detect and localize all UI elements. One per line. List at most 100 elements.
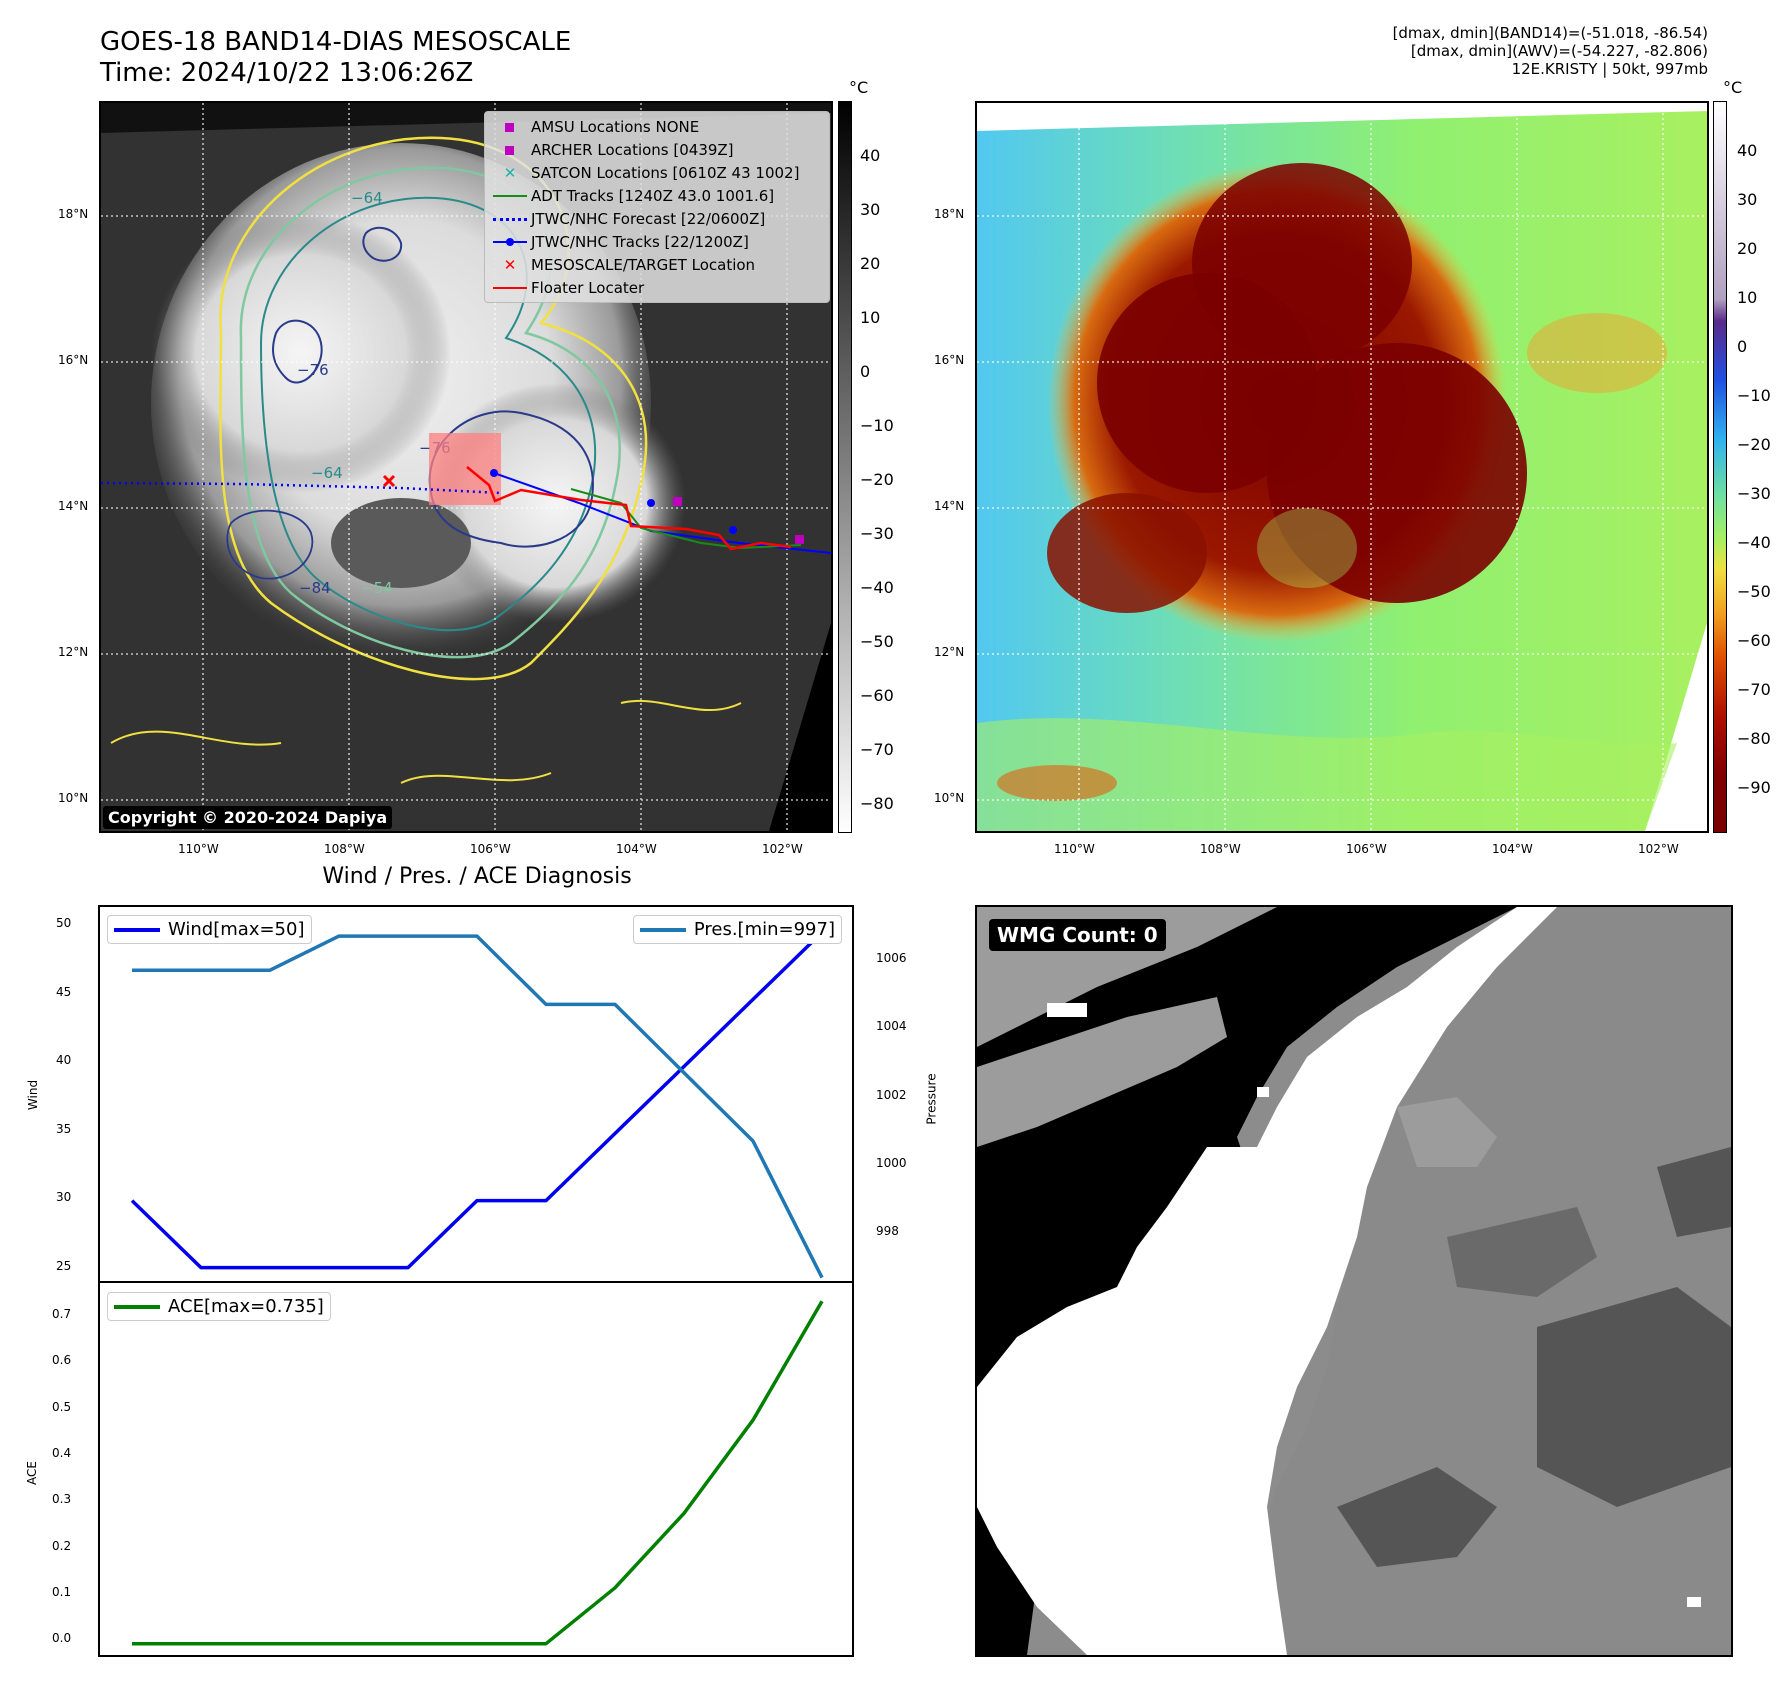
lat-label: 18°N <box>58 207 89 221</box>
awv-cb-tick: 30 <box>1737 190 1758 209</box>
ir-cb-tick: −50 <box>860 632 894 651</box>
ir-cb-tick: −30 <box>860 524 894 543</box>
lon-label: 102°W <box>762 842 803 856</box>
legend-pressure: Pres.[min=997] <box>632 915 842 944</box>
x-marker-icon: ✕ <box>503 163 517 182</box>
meta-storm: 12E.KRISTY | 50kt, 997mb <box>1511 60 1708 78</box>
lat-label: 14°N <box>58 499 89 513</box>
awv-cb-tick: −40 <box>1737 533 1771 552</box>
contour-navy-core <box>428 410 594 548</box>
awv-colorbar <box>1713 101 1727 833</box>
lon-label: 110°W <box>178 842 219 856</box>
awv-cb-tick: 20 <box>1737 239 1758 258</box>
lat-label: 16°N <box>58 353 89 367</box>
ir-cb-tick: 40 <box>860 146 881 165</box>
mesoscale-target-box <box>429 433 501 505</box>
legend-item-floater: Floater Locater <box>489 276 825 299</box>
wind-tick: 40 <box>56 1053 72 1067</box>
ace-tick: 0.1 <box>52 1585 72 1599</box>
ace-tick: 0.5 <box>52 1400 72 1414</box>
ir-cb-tick: −60 <box>860 686 894 705</box>
ace-axis-label: ACE <box>24 1461 39 1485</box>
wind-tick: 50 <box>56 916 72 930</box>
figure-title: GOES-18 BAND14-DIAS MESOSCALE <box>100 27 572 57</box>
wind-tick: 25 <box>56 1259 72 1273</box>
wind-tick: 30 <box>56 1190 72 1204</box>
ace-tick: 0.7 <box>52 1307 72 1321</box>
lat-label: 12°N <box>934 645 965 659</box>
archer-markers <box>673 497 804 544</box>
awv-cb-tick: −10 <box>1737 386 1771 405</box>
diag-series-group <box>130 931 824 1646</box>
ir-cb-tick: 10 <box>860 308 881 327</box>
dotted-line-icon <box>489 209 531 229</box>
wmg-graphic <box>977 907 1731 1655</box>
awv-cb-tick: −60 <box>1737 631 1771 650</box>
line-marker-icon <box>489 278 531 298</box>
x-marker-icon: ✕ <box>503 255 517 274</box>
lon-label: 106°W <box>1346 842 1387 856</box>
ir-cb-tick: −10 <box>860 416 894 435</box>
ir-map-panel: −76 −64 −76 −64 −84 −54 <box>99 101 833 833</box>
ace-tick: 0.0 <box>52 1631 72 1645</box>
awv-cb-tick: −30 <box>1737 484 1771 503</box>
meta-awv: [dmax, dmin](AWV)=(-54.227, -82.806) <box>1410 42 1708 60</box>
ir-cb-tick: −40 <box>860 578 894 597</box>
ir-colorbar <box>838 101 852 833</box>
line-marker-icon <box>489 186 531 206</box>
awv-cb-tick: 40 <box>1737 141 1758 160</box>
figure-time: Time: 2024/10/22 13:06:26Z <box>100 58 474 88</box>
lon-label: 108°W <box>324 842 365 856</box>
lon-label: 106°W <box>470 842 511 856</box>
wind-series-line <box>130 931 824 1270</box>
awv-cb-tick: 0 <box>1737 337 1748 356</box>
ir-cb-tick: −70 <box>860 740 894 759</box>
lat-label: 12°N <box>58 645 89 659</box>
line-dot-icon <box>489 232 531 252</box>
legend-line-icon <box>114 927 160 932</box>
awv-map-panel <box>975 101 1709 833</box>
ir-cb-tick: 20 <box>860 254 881 273</box>
adt-track-line <box>570 488 802 550</box>
awv-cb-tick: −90 <box>1737 778 1771 797</box>
pressure-axis-label: Pressure <box>924 1073 939 1125</box>
legend-item-adt: ADT Tracks [1240Z 43.0 1001.6] <box>489 184 825 207</box>
legend-item-archer: ARCHER Locations [0439Z] <box>489 138 825 161</box>
legend-item-amsu: AMSU Locations NONE <box>489 115 825 138</box>
lon-label: 104°W <box>1492 842 1533 856</box>
ir-cb-tick: 0 <box>860 362 871 381</box>
awv-gridlines <box>977 103 1707 831</box>
legend-item-satcon: ✕ SATCON Locations [0610Z 43 1002] <box>489 161 825 184</box>
legend-line-icon <box>114 1304 160 1309</box>
wind-tick: 45 <box>56 985 72 999</box>
jtwc-track-points <box>490 469 737 534</box>
contour-yellow <box>219 136 648 681</box>
copyright-label: Copyright © 2020-2024 Dapiya <box>103 806 393 829</box>
awv-colorbar-unit: °C <box>1723 78 1743 97</box>
lat-label: 10°N <box>934 791 965 805</box>
lat-label: 14°N <box>934 499 965 513</box>
meta-band14: [dmax, dmin](BAND14)=(-51.018, -86.54) <box>1392 24 1708 42</box>
contour-label-4: −64 <box>311 464 343 482</box>
meta-block: [dmax, dmin](BAND14)=(-51.018, -86.54) [… <box>1393 24 1708 78</box>
contour-label-2: −64 <box>351 189 383 207</box>
mesoscale-target-marker <box>382 474 396 488</box>
legend-wind: Wind[max=50] <box>107 915 312 944</box>
awv-cb-tick: 10 <box>1737 288 1758 307</box>
cloud-gap <box>331 498 471 588</box>
legend-ace: ACE[max=0.735] <box>107 1292 331 1321</box>
ir-colorbar-unit: °C <box>849 78 869 97</box>
lon-label: 104°W <box>616 842 657 856</box>
ir-cb-tick: 30 <box>860 200 881 219</box>
ace-series-line <box>132 1300 824 1646</box>
contour-label-5: −84 <box>299 579 331 597</box>
lat-label: 18°N <box>934 207 965 221</box>
wind-axis-label: Wind <box>26 1079 41 1111</box>
lon-label: 110°W <box>1054 842 1095 856</box>
ir-cb-tick: −80 <box>860 794 894 813</box>
contour-green <box>239 166 621 659</box>
ace-tick: 0.6 <box>52 1353 72 1367</box>
legend-line-icon <box>639 927 686 932</box>
pressure-tick: 1004 <box>876 1019 907 1033</box>
legend-item-forecast: JTWC/NHC Forecast [22/0600Z] <box>489 207 825 230</box>
